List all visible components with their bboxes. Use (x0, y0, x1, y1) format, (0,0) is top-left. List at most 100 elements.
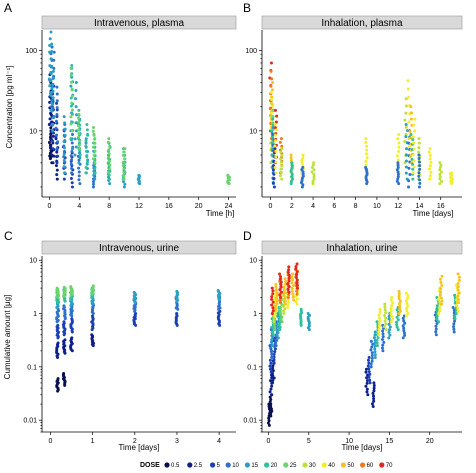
data-point (434, 333, 438, 337)
x-tick-label: 12 (135, 203, 143, 210)
data-point (411, 137, 415, 141)
data-point (271, 289, 275, 293)
data-point (411, 153, 415, 157)
data-point (122, 174, 126, 178)
x-tick-label: 16 (437, 203, 445, 210)
data-point (404, 314, 408, 318)
data-point (54, 137, 58, 141)
data-point (291, 278, 295, 282)
data-point (370, 345, 374, 349)
data-point (271, 306, 275, 310)
data-point (278, 293, 282, 297)
data-point (398, 302, 402, 306)
data-point (457, 278, 461, 282)
data-point (439, 163, 443, 167)
x-tick-label: 6 (332, 203, 336, 210)
data-point (289, 168, 293, 172)
data-point (396, 137, 400, 141)
data-point (70, 336, 74, 340)
data-point (371, 391, 375, 395)
data-point (62, 285, 66, 289)
data-point (52, 58, 56, 62)
data-point (287, 285, 291, 289)
data-point (269, 397, 273, 401)
data-point (428, 174, 432, 178)
data-point (275, 299, 279, 303)
data-point (91, 145, 95, 149)
data-point (404, 159, 408, 163)
data-point (383, 305, 387, 309)
legend-swatch (321, 462, 327, 468)
data-point (372, 399, 376, 403)
data-point (402, 314, 406, 318)
data-point (270, 341, 274, 345)
data-point (106, 140, 110, 144)
data-point (107, 159, 111, 163)
data-point (92, 182, 96, 186)
data-point (269, 61, 273, 65)
data-point (274, 160, 278, 164)
x-tick-label: 4 (217, 438, 221, 445)
data-point (413, 117, 417, 121)
data-point (50, 42, 54, 46)
data-point (50, 102, 54, 106)
data-point (90, 333, 94, 337)
data-point (381, 332, 385, 336)
y-tick-label: 100 (25, 48, 37, 55)
x-tick-label: 12 (394, 203, 402, 210)
data-point (51, 161, 55, 165)
legend-label: 20 (271, 463, 278, 469)
data-point (402, 326, 406, 330)
data-point (418, 178, 422, 182)
data-point (439, 290, 443, 294)
data-point (438, 182, 442, 186)
data-point (387, 336, 391, 340)
data-point (403, 321, 407, 325)
data-point (377, 324, 381, 328)
data-point (52, 66, 56, 70)
data-point (55, 161, 59, 165)
panel-b-title: Inhalation, plasma (321, 18, 403, 29)
data-point (365, 387, 369, 391)
data-point (369, 362, 373, 366)
data-point (378, 319, 382, 323)
data-point (271, 104, 275, 108)
data-point (410, 162, 414, 166)
data-point (418, 181, 422, 185)
data-point (367, 361, 371, 365)
data-point (395, 308, 399, 312)
data-point (270, 330, 274, 334)
legend-swatch (210, 462, 216, 468)
data-point (301, 172, 305, 176)
data-point (366, 364, 370, 368)
data-point (51, 89, 55, 93)
data-point (122, 150, 126, 154)
data-point (436, 297, 440, 301)
data-point (384, 328, 388, 332)
data-point (406, 79, 410, 83)
data-point (428, 153, 432, 157)
data-point (51, 83, 55, 87)
panel-letter-a: A (4, 1, 12, 15)
data-point (278, 308, 282, 312)
strip-c (41, 240, 237, 255)
data-point (373, 341, 377, 345)
data-point (291, 177, 295, 181)
data-point (280, 320, 284, 324)
data-point (408, 136, 412, 140)
x-tick-label: 1 (91, 438, 95, 445)
data-point (71, 147, 75, 151)
data-point (274, 171, 278, 175)
data-point (84, 165, 88, 169)
data-point (397, 292, 401, 296)
data-point (364, 384, 368, 388)
data-point (56, 323, 60, 327)
data-point (364, 165, 368, 169)
data-point (275, 333, 279, 337)
data-point (274, 285, 278, 289)
data-point (283, 307, 287, 311)
data-point (49, 145, 53, 149)
data-point (290, 281, 294, 285)
data-point (278, 325, 282, 329)
data-point (280, 164, 284, 168)
